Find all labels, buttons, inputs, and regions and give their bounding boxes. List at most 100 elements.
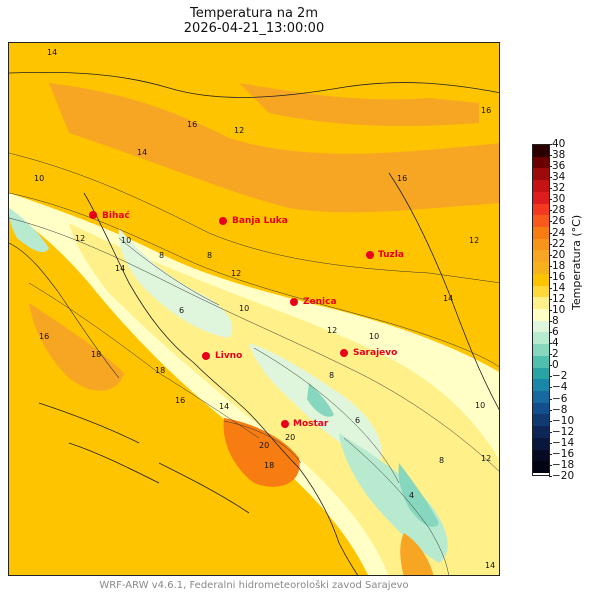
city-label: Livno (215, 351, 242, 361)
colorbar-segment (533, 402, 549, 415)
highland-zone-west (9, 208, 49, 253)
city-livno[interactable]: Livno (202, 351, 242, 361)
coastline (9, 242, 120, 379)
colorbar-segment (533, 426, 549, 439)
highland-zone-5 (307, 383, 334, 417)
isoline-label: 6 (355, 416, 360, 425)
city-banja-luka[interactable]: Banja Luka (219, 216, 288, 226)
colorbar-tick-label: 26 (548, 215, 566, 228)
colorbar-segment (533, 180, 549, 193)
colorbar-tick-label: 40 (548, 138, 566, 150)
colorbar-segment (533, 309, 549, 322)
isoline-labels: 14 16 12 10 14 16 12 10 8 6 12 14 10 8 1… (34, 48, 495, 570)
colorbar-tick-label: 12 (548, 292, 566, 305)
colorbar-segment (533, 203, 549, 216)
isoline-label: 4 (409, 491, 414, 500)
colorbar-tick-label: 2 (549, 348, 559, 361)
isoline-label: 14 (115, 264, 125, 273)
isoline-label: 14 (485, 561, 495, 570)
isoline-label: 10 (239, 304, 249, 313)
city-bihac[interactable]: Bihać (89, 210, 130, 221)
city-zenica[interactable]: Zenica (290, 297, 337, 307)
isoline-label: 18 (91, 350, 101, 359)
colorbar-tick-label: 36 (548, 160, 566, 173)
map-subtitle: 2026-04-21_13:00:00 (183, 21, 325, 36)
footer-credit: WRF-ARW v4.6.1, Federalni hidrometeorolo… (99, 580, 409, 591)
isoline-label: 12 (75, 234, 85, 243)
city-sarajevo[interactable]: Sarajevo (340, 348, 397, 358)
colorbar-segment (533, 332, 549, 345)
colorbar-tick-label: −14 (548, 436, 575, 449)
colorbar-segment (533, 344, 549, 357)
city-label: Zenica (303, 297, 337, 307)
island-3 (158, 462, 250, 514)
colorbar-tick-label: 8 (549, 315, 559, 328)
warm-zone-mostar (223, 418, 300, 487)
isoline-label: 12 (234, 126, 244, 135)
colorbar-segment (533, 227, 549, 240)
isoline-label: 12 (469, 236, 479, 245)
isoline-label: 6 (179, 306, 184, 315)
colorbar-tick-label: 38 (548, 149, 566, 162)
colorbar-tick-label: −8 (548, 403, 568, 416)
colorbar-tick-label: 34 (548, 171, 566, 184)
isoline-label: 16 (39, 332, 49, 341)
map-title: Temperatura na 2m (189, 6, 318, 21)
city-label: Banja Luka (232, 216, 288, 226)
colorbar-tick-label: −12 (548, 425, 575, 438)
warm-zone-dalmatia (29, 303, 124, 391)
colorbar-tick-label: 18 (548, 259, 566, 272)
temperature-map: 14 16 12 10 14 16 12 10 8 6 12 14 10 8 1… (8, 42, 500, 576)
colorbar-tick-label: −6 (548, 392, 568, 405)
island-1 (38, 402, 140, 444)
isoline-label: 12 (481, 454, 491, 463)
city-label: Mostar (293, 419, 329, 429)
colorbar-tick-label: 0 (549, 359, 559, 372)
colorbar-tick-label: −10 (548, 414, 575, 427)
city-label: Bihać (102, 210, 130, 221)
colorbar-segment (533, 297, 549, 310)
city-mostar[interactable]: Mostar (281, 419, 329, 429)
isoline-label: 10 (34, 174, 44, 183)
isoline-label: 14 (137, 148, 147, 157)
isoline-label: 8 (159, 251, 164, 260)
isoline-label: 10 (121, 236, 131, 245)
colorbar-segment (533, 355, 549, 369)
border-southwest (83, 192, 359, 575)
isoline-label: 16 (187, 120, 197, 129)
highland-zone-4 (398, 463, 439, 528)
isoline-label: 12 (231, 269, 241, 278)
colorbar-tick-label: 16 (548, 270, 566, 283)
colorbar-tick-label: 22 (548, 237, 566, 250)
city-tuzla[interactable]: Tuzla (366, 250, 404, 260)
isoline-label: 20 (285, 433, 295, 442)
colorbar-ticks: 40 38 36 34 32 30 28 26 24 22 20 18 16 14 12 10 8 6 4 2 0 −2−… (548, 138, 592, 482)
colorbar-segment (533, 414, 549, 427)
border-north (9, 71, 499, 98)
highland-zone-3 (339, 433, 448, 563)
isoline-label: 8 (207, 251, 212, 260)
colorbar-tick-label: 28 (548, 204, 566, 217)
border-east (388, 172, 499, 411)
colorbar-segment (533, 250, 549, 263)
colorbar-tick-label: −2 (548, 370, 568, 383)
colorbar-segment (533, 262, 549, 275)
colorbar-tick-label: 6 (549, 326, 559, 339)
colorbar-tick-label: 32 (548, 182, 566, 195)
colorbar-tick-label: 14 (548, 281, 566, 294)
colorbar-tick-label: −18 (548, 458, 575, 471)
isoline-label: 20 (259, 441, 269, 450)
isoline-label: 14 (219, 402, 229, 411)
colorbar-tick-label: −20 (548, 470, 575, 482)
colorbar-tick-label: −4 (548, 381, 568, 394)
contour-lines (9, 152, 499, 575)
warm-zone-southeast (400, 533, 434, 575)
isoline-label: 8 (439, 456, 444, 465)
highland-zone-1 (118, 228, 233, 338)
colorbar-tick-label: 20 (548, 248, 566, 261)
colorbar-tick-label: 30 (548, 193, 566, 206)
city-label: Tuzla (378, 250, 404, 260)
colorbar-segment (533, 379, 549, 392)
colorbar-segment (533, 437, 549, 451)
colorbar-segment (533, 145, 549, 158)
